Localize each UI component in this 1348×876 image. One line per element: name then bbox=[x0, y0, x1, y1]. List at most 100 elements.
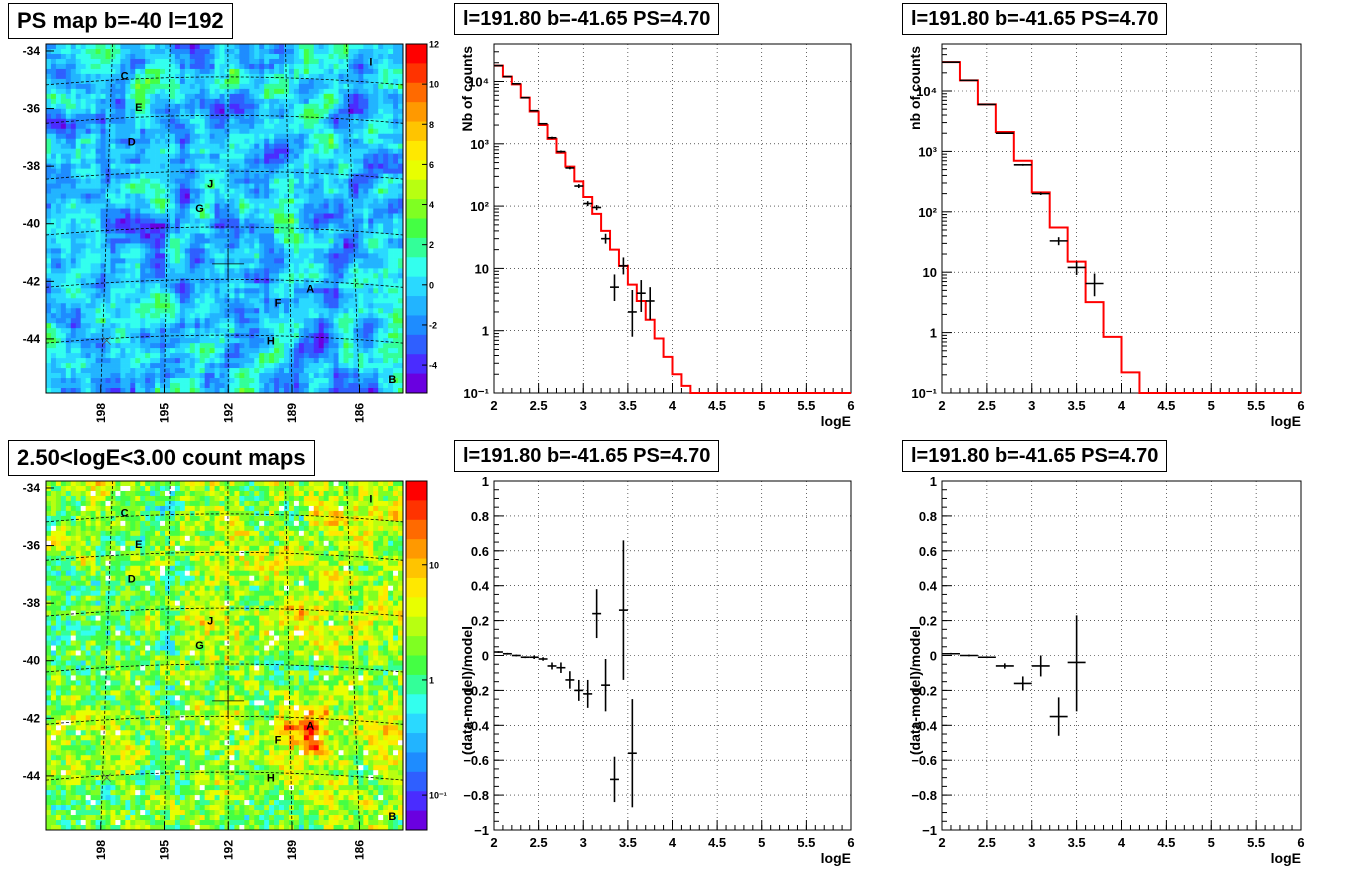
res1-plot: 2 2.5 3 3.5 4 4.5 5 5.5 6 −1 −0.8 −0.6 −0.4 −0.2 0 0.2 0… bbox=[459, 474, 855, 866]
lat-line bbox=[45, 76, 404, 86]
colorbar-bin bbox=[406, 179, 427, 200]
y-axis-label: nb of counts bbox=[907, 46, 923, 130]
colorbar-bin bbox=[406, 539, 427, 560]
lat-line bbox=[45, 334, 404, 344]
xtick-label: 3.5 bbox=[619, 398, 637, 413]
data-point bbox=[1067, 615, 1086, 712]
colorbar-bin bbox=[406, 733, 427, 753]
xtick-label: 2 bbox=[938, 835, 945, 850]
xtick-label: 3.5 bbox=[619, 835, 637, 850]
colorbar-bin bbox=[406, 315, 427, 336]
data-point bbox=[574, 184, 584, 189]
ps_map-coord-grid bbox=[45, 43, 404, 394]
source-label: I bbox=[369, 56, 372, 68]
xtick-label: 186 bbox=[353, 840, 367, 860]
lon-line bbox=[285, 480, 293, 831]
xtick-label: 5.5 bbox=[1247, 835, 1265, 850]
data-point bbox=[995, 132, 1014, 135]
colorbar-bin bbox=[406, 771, 427, 792]
data-point bbox=[511, 654, 521, 657]
xtick-label: 195 bbox=[158, 840, 172, 860]
ytick-label: 10² bbox=[470, 199, 489, 214]
x-axis-label: logE bbox=[1271, 850, 1301, 866]
ytick-label: -34 bbox=[23, 44, 41, 58]
lon-line bbox=[100, 480, 114, 831]
lon-line bbox=[346, 43, 360, 394]
data-point bbox=[618, 257, 628, 275]
xtick-label: 2.5 bbox=[530, 835, 548, 850]
xtick-label: 2.5 bbox=[530, 398, 548, 413]
data-point bbox=[1067, 261, 1086, 275]
colorbar-bin bbox=[406, 276, 427, 297]
xtick-label: 4 bbox=[1118, 835, 1126, 850]
xtick-label: 3.5 bbox=[1068, 398, 1086, 413]
xtick-label: 5 bbox=[758, 835, 765, 850]
colorbar-bin bbox=[406, 218, 427, 239]
data-point bbox=[601, 233, 611, 244]
xtick-label: 3.5 bbox=[1068, 835, 1086, 850]
ytick-label: 0.6 bbox=[919, 544, 937, 559]
ytick-label: −1 bbox=[922, 823, 937, 838]
colorbar-label: 8 bbox=[429, 120, 434, 130]
ytick-label: 0.8 bbox=[471, 509, 489, 524]
xtick-label: 198 bbox=[94, 403, 108, 423]
colorbar-bin bbox=[406, 500, 427, 521]
colorbar-bin bbox=[406, 810, 427, 831]
ytick-label: −0.8 bbox=[463, 788, 489, 803]
colorbar-bin bbox=[406, 616, 427, 637]
lon-line bbox=[285, 43, 293, 394]
data-point bbox=[636, 280, 646, 312]
xtick-label: 3 bbox=[1028, 835, 1035, 850]
source-label: E bbox=[135, 102, 142, 114]
ytick-label: 0.4 bbox=[471, 579, 490, 594]
ytick-label: 10³ bbox=[918, 144, 937, 159]
xtick-label: 5.5 bbox=[797, 398, 815, 413]
count-map-title: 2.50<logE<3.00 count maps bbox=[8, 440, 315, 476]
data-point bbox=[520, 96, 530, 99]
data-point bbox=[610, 274, 619, 301]
xtick-label: 192 bbox=[221, 840, 235, 860]
data-point bbox=[610, 756, 619, 803]
xtick-label: 4 bbox=[669, 835, 677, 850]
source-label: B bbox=[388, 811, 396, 823]
colorbar-label: 4 bbox=[429, 200, 434, 210]
ytick-label: −0.2 bbox=[911, 683, 937, 698]
data-point bbox=[529, 109, 539, 112]
ytick-label: 0.2 bbox=[919, 614, 937, 629]
colorbar-bin bbox=[406, 257, 427, 278]
ytick-label: 0.2 bbox=[471, 614, 489, 629]
data-point bbox=[995, 663, 1014, 669]
colorbar-bin bbox=[406, 674, 427, 695]
data-point bbox=[1031, 655, 1050, 677]
data-point bbox=[583, 201, 593, 207]
data-point bbox=[959, 654, 978, 657]
xtick-label: 2.5 bbox=[978, 398, 996, 413]
xtick-label: 4 bbox=[669, 398, 677, 413]
colorbar-bin bbox=[406, 597, 427, 618]
xtick-label: 5.5 bbox=[1247, 398, 1265, 413]
ytick-label: −0.6 bbox=[911, 753, 937, 768]
colorbar-bin bbox=[406, 334, 427, 355]
data-point bbox=[1085, 273, 1104, 297]
data-point bbox=[547, 136, 557, 139]
source-label: B bbox=[388, 374, 396, 386]
colorbar-bin bbox=[406, 63, 427, 84]
source-label: H bbox=[267, 336, 275, 348]
ytick-label: 0.6 bbox=[471, 544, 489, 559]
colorbar-bin bbox=[406, 481, 427, 501]
lat-line bbox=[45, 551, 404, 561]
xtick-label: 3 bbox=[580, 835, 587, 850]
colorbar-frame bbox=[405, 480, 428, 831]
ps_map-colorbar: 12 10 8 6 4 2 0 -2 -4 bbox=[405, 40, 439, 394]
source-label: G bbox=[195, 203, 204, 215]
colorbar-bin bbox=[406, 140, 427, 161]
source-label: A bbox=[306, 283, 314, 295]
colorbar-bin bbox=[406, 558, 427, 579]
spec1-plot: 2 2.5 3 3.5 4 4.5 5 5.5 6 10⁻¹ 1 10 10² 10³ 10⁴ logE Nb … bbox=[459, 43, 855, 429]
source-label: D bbox=[128, 137, 136, 149]
ytick-label: 10⁻¹ bbox=[911, 386, 937, 401]
xtick-label: 195 bbox=[158, 403, 172, 423]
lon-line bbox=[164, 43, 171, 394]
ytick-label: 10² bbox=[918, 205, 937, 220]
data-point bbox=[547, 662, 557, 670]
